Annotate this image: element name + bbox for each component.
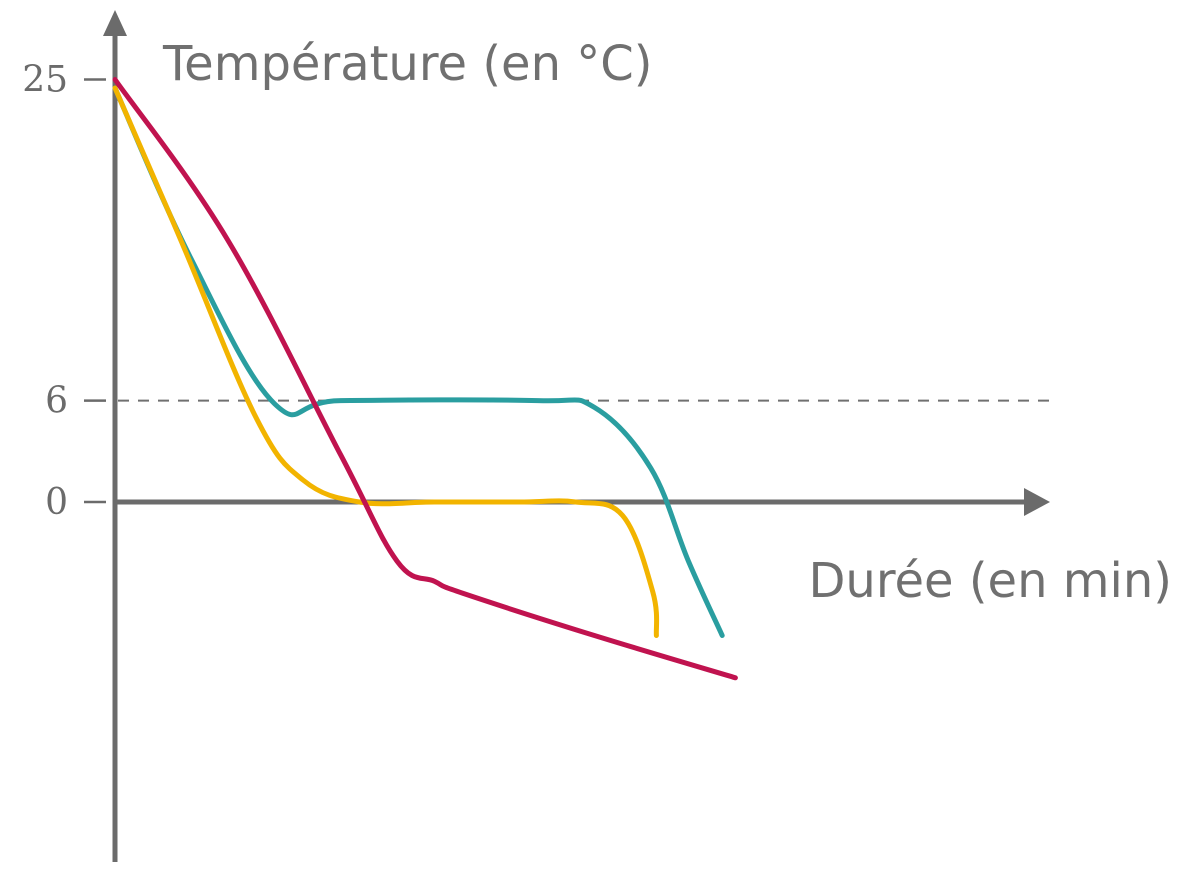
y-tick-label-0: 0 xyxy=(45,482,68,523)
axes xyxy=(103,10,1050,862)
y-tick-label-25: 25 xyxy=(22,60,68,101)
y-tick-label-6: 6 xyxy=(45,381,68,422)
series-line-2 xyxy=(112,85,660,638)
y-axis-arrow xyxy=(103,10,127,36)
y-ticks: 25 6 0 xyxy=(22,60,106,523)
x-axis-arrow xyxy=(1024,488,1050,516)
series xyxy=(112,77,738,681)
y-axis-title: Température (en °C) xyxy=(162,36,653,92)
x-axis-title: Durée (en min) xyxy=(808,553,1172,609)
series-line-3 xyxy=(112,77,738,681)
series-line-1 xyxy=(112,85,725,638)
